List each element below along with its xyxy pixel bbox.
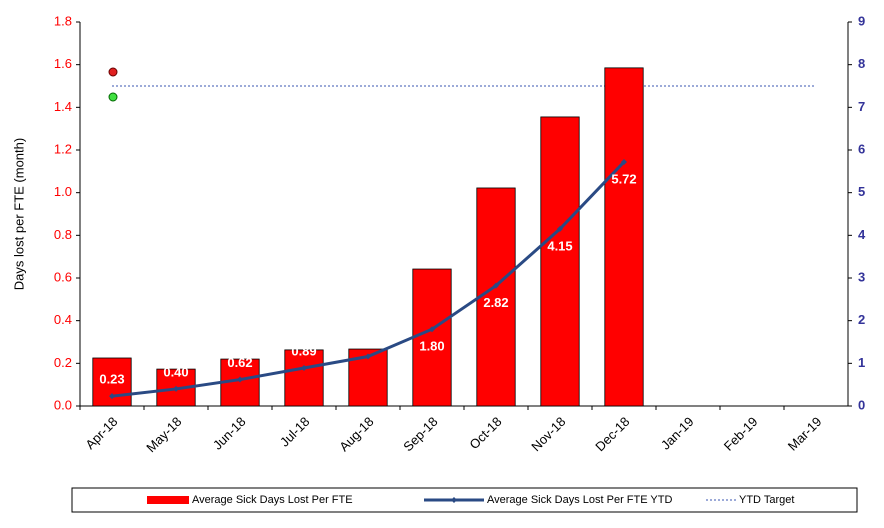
y2-tick-label: 7	[858, 99, 865, 114]
data-label: 0.89	[291, 343, 316, 358]
bar	[476, 187, 516, 407]
legend-swatch	[451, 497, 457, 503]
line-marker	[173, 385, 179, 392]
status-red	[108, 67, 118, 77]
y-tick-label: 0.8	[54, 227, 72, 242]
y-tick-label: 0.2	[54, 355, 72, 370]
x-tick-label: Jul-18	[277, 414, 313, 450]
y-tick-label: 0.4	[54, 312, 72, 327]
x-tick-label: Nov-18	[528, 414, 568, 454]
data-label: 2.82	[483, 295, 508, 310]
y2-tick-label: 4	[858, 227, 866, 242]
line-marker	[109, 393, 115, 400]
y2-tick-label: 2	[858, 312, 865, 327]
line-marker	[365, 353, 371, 360]
data-label: 5.72	[611, 171, 636, 186]
status-green	[108, 92, 118, 102]
legend-label: Average Sick Days Lost Per FTE	[192, 494, 353, 506]
x-tick-label: May-18	[143, 414, 184, 455]
y2-tick-label: 3	[858, 269, 865, 284]
line-marker	[493, 282, 499, 289]
x-tick-label: Dec-18	[592, 414, 632, 454]
line-marker	[429, 326, 435, 333]
x-tick-label: Feb-19	[721, 414, 761, 454]
y2-tick-label: 0	[858, 397, 865, 412]
y-tick-label: 1.0	[54, 184, 72, 199]
x-tick-label: Apr-18	[82, 414, 120, 452]
data-label: 0.62	[227, 355, 252, 370]
x-tick-label: Mar-19	[785, 414, 825, 454]
y2-tick-label: 5	[858, 184, 865, 199]
y2-tick-label: 8	[858, 56, 865, 71]
x-tick-label: Aug-18	[336, 414, 376, 454]
x-tick-label: Sep-18	[400, 414, 440, 454]
y-axis-label: Days lost per FTE (month)	[11, 138, 26, 290]
legend-label: YTD Target	[739, 494, 794, 506]
x-tick-label: Jun-18	[210, 414, 249, 453]
y-tick-label: 1.4	[54, 99, 72, 114]
line-marker	[301, 365, 307, 372]
legend-label: Average Sick Days Lost Per FTE YTD	[487, 494, 672, 506]
y-tick-label: 1.8	[54, 13, 72, 28]
y-tick-label: 1.6	[54, 56, 72, 71]
line-marker	[621, 158, 627, 165]
y-tick-label: 0.0	[54, 397, 72, 412]
x-tick-label: Jan-19	[658, 414, 697, 453]
legend-swatch	[147, 496, 189, 504]
line-marker	[237, 376, 243, 383]
bar	[540, 116, 580, 407]
data-label: 1.16	[355, 332, 380, 347]
y2-tick-label: 9	[858, 13, 865, 28]
bar	[412, 268, 452, 407]
data-label: 0.40	[163, 364, 188, 379]
y2-tick-label: 1	[858, 355, 865, 370]
bar	[284, 349, 324, 407]
bar	[604, 67, 644, 407]
data-label: 0.23	[99, 372, 124, 387]
y-tick-label: 0.6	[54, 269, 72, 284]
x-tick-label: Oct-18	[466, 414, 504, 452]
y2-tick-label: 6	[858, 141, 865, 156]
data-label: 4.15	[547, 238, 572, 253]
y-tick-label: 1.2	[54, 141, 72, 156]
data-label: 1.80	[419, 339, 444, 354]
line-marker	[557, 225, 563, 232]
